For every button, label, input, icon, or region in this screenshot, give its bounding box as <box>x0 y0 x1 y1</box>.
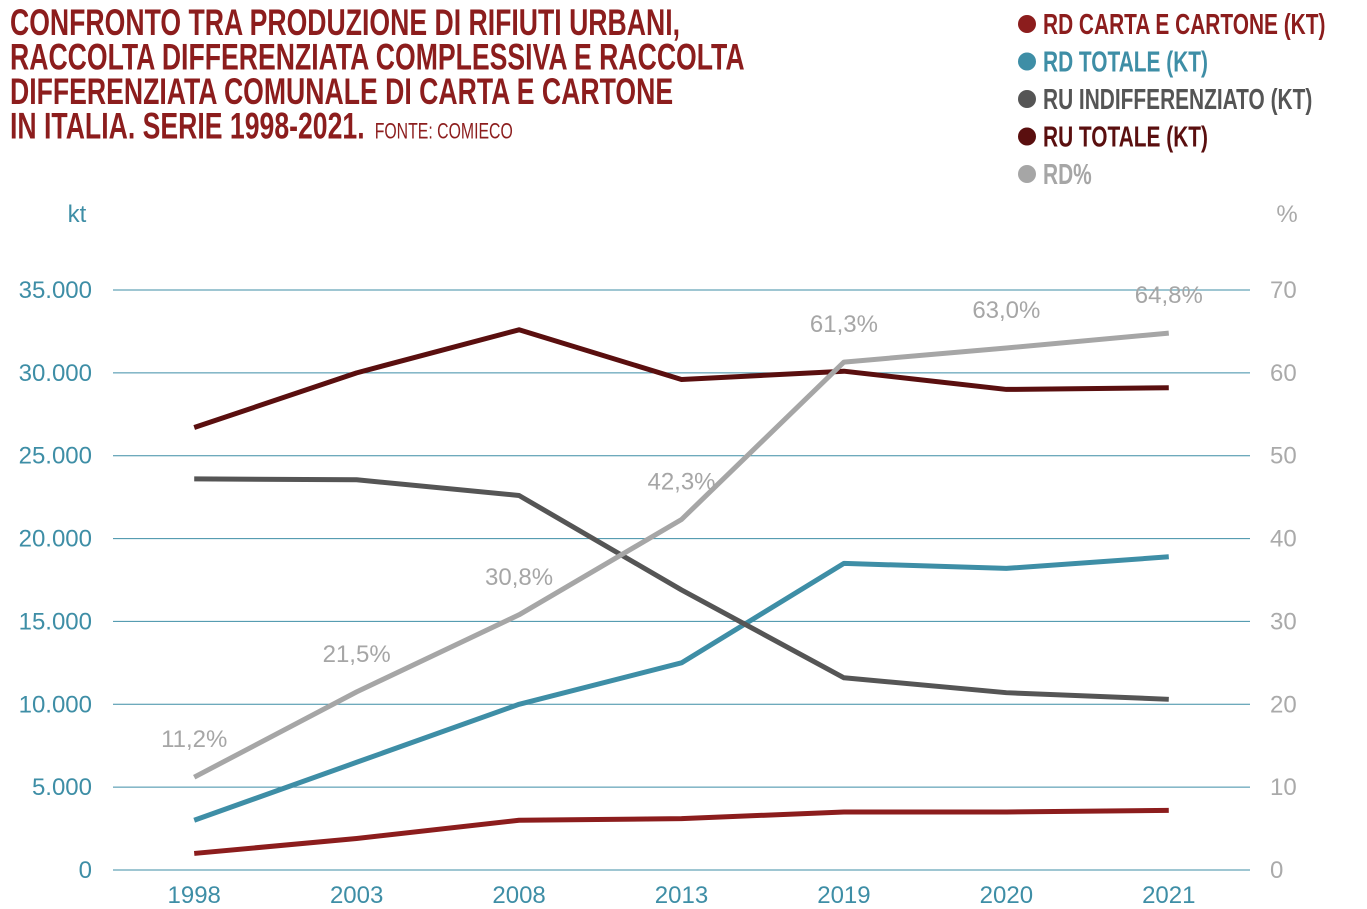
y-tick-label: 25.000 <box>19 443 92 470</box>
y2-tick-label: 40 <box>1270 526 1297 553</box>
y2-tick-label: 20 <box>1270 691 1297 718</box>
y-tick-label: 20.000 <box>19 526 92 553</box>
legend-label: RD CARTA E CARTONE (KT) <box>1043 9 1325 41</box>
data-label: 61,3% <box>810 311 878 338</box>
x-tick-label: 2019 <box>817 882 870 909</box>
legend-label: RD% <box>1043 159 1092 191</box>
legend-marker <box>1018 15 1036 33</box>
line <box>193 327 1169 430</box>
legend-label: RU INDIFFERENZIATO (KT) <box>1043 84 1312 116</box>
data-label: 21,5% <box>323 641 391 668</box>
source: FONTE: COMIECO <box>375 120 513 144</box>
legend-entry: RD CARTA E CARTONE (KT) <box>1043 9 1325 41</box>
legend-entry: RD% <box>1043 159 1092 191</box>
x-tick-label: 2008 <box>492 882 545 909</box>
legend-marker <box>1018 165 1036 183</box>
x-tick-label: 2003 <box>330 882 383 909</box>
y-tick-label: 5.000 <box>32 774 92 801</box>
line <box>193 330 1170 780</box>
y-axis-label: kt <box>68 201 87 228</box>
line <box>193 554 1169 823</box>
legend-marker <box>1018 127 1036 146</box>
title-line: RACCOLTA DIFFERENZIATA COMPLESSIVA E RAC… <box>10 36 745 77</box>
data-label: 64,8% <box>1135 282 1203 309</box>
data-label: 11,2% <box>161 726 227 753</box>
x-tick-label: 2021 <box>1142 882 1195 909</box>
legend-entry: RU TOTALE (KT) <box>1043 121 1208 153</box>
legend-marker <box>1018 90 1036 108</box>
y-tick-label: 30.000 <box>19 360 92 387</box>
line <box>194 476 1169 702</box>
chart-title: CONFRONTO TRA PRODUZIONE DI RIFIUTI URBA… <box>10 2 745 147</box>
y-tick-label: 35.000 <box>19 277 92 304</box>
y-tick-label: 0 <box>79 857 92 884</box>
y2-tick-label: 70 <box>1270 277 1297 304</box>
title-line: IN ITALIA. SERIE 1998-2021. <box>10 105 365 146</box>
legend-entry: RU INDIFFERENZIATO (KT) <box>1043 84 1312 116</box>
title-line: CONFRONTO TRA PRODUZIONE DI RIFIUTI URBA… <box>10 2 680 43</box>
y2-tick-label: 0 <box>1270 857 1283 884</box>
x-tick-label: 2013 <box>655 882 708 909</box>
data-label: 42,3% <box>647 469 715 496</box>
title-line: DIFFERENZIATA COMUNALE DI CARTA E CARTON… <box>10 71 673 112</box>
legend-label: RD TOTALE (KT) <box>1043 46 1208 78</box>
y2-tick-label: 30 <box>1270 608 1297 635</box>
y2-tick-label: 60 <box>1270 360 1297 387</box>
legend-label: RU TOTALE (KT) <box>1043 121 1208 153</box>
x-tick-label: 1998 <box>168 882 221 909</box>
y-tick-label: 10.000 <box>19 691 92 718</box>
y2-axis-label: % <box>1276 201 1297 228</box>
data-label: 63,0% <box>972 297 1040 324</box>
y2-tick-label: 50 <box>1270 443 1297 470</box>
y2-tick-label: 10 <box>1270 774 1297 801</box>
data-label: 30,8% <box>485 564 553 591</box>
legend-marker <box>1018 52 1036 71</box>
y-tick-label: 15.000 <box>19 608 92 635</box>
line <box>193 807 1169 856</box>
legend-entry: RD TOTALE (KT) <box>1043 46 1208 78</box>
x-tick-label: 2020 <box>980 882 1033 909</box>
